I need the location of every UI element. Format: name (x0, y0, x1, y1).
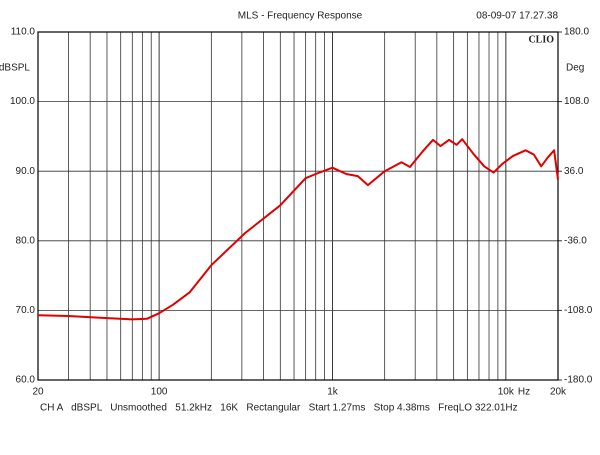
x-axis-label: Hz (518, 387, 530, 398)
x-tick-label: 1k (327, 387, 339, 398)
y2-tick-label: 180.0 (564, 27, 589, 38)
y2-tick-label: -180.0 (564, 375, 593, 386)
x-tick-label: 20k (550, 387, 567, 398)
logo: CLIO (528, 34, 554, 45)
y2-tick-label: -36.0 (564, 235, 587, 246)
y-tick-label: 90.0 (16, 166, 36, 177)
x-tick-label: 100 (151, 387, 168, 398)
plot-frame (37, 31, 559, 381)
x-tick-label: 10k (498, 387, 515, 398)
y-tick-label: 60.0 (16, 375, 36, 386)
y-tick-label: 70.0 (16, 305, 36, 316)
x-tick-label: 20 (32, 387, 44, 398)
response-curve (37, 138, 559, 321)
footer: CH A dBSPL Unsmoothed 51.2kHz 16K Rectan… (40, 403, 518, 414)
timestamp: 08-09-07 17.27.38 (476, 11, 558, 22)
y2-tick-label: 108.0 (564, 96, 589, 107)
y-tick-label: 80.0 (16, 235, 36, 246)
y2-axis-label: Deg (566, 63, 584, 74)
y2-tick-label: -108.0 (564, 305, 593, 316)
y2-tick-label: 36.0 (564, 166, 584, 177)
y-axis-label: dBSPL (0, 63, 30, 74)
chart-title: MLS - Frequency Response (238, 11, 363, 22)
y-tick-label: 110.0 (11, 27, 36, 38)
y-tick-label: 100.0 (10, 96, 35, 107)
